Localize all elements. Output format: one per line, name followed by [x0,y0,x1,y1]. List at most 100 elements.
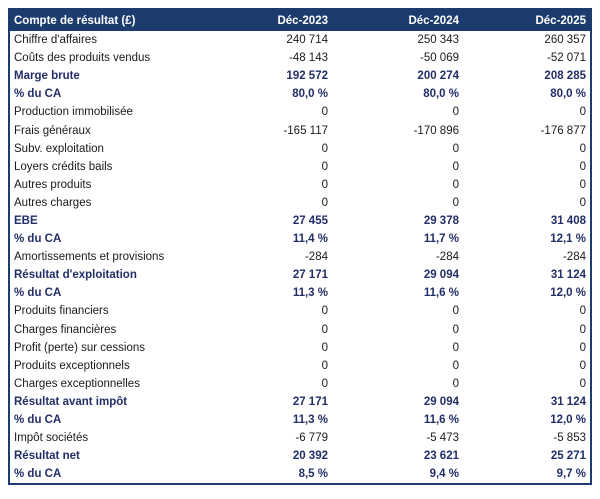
row-value-dec-2025: 12,0 % [550,287,586,300]
row-value-dec-2024: 29 094 [423,395,459,408]
row-label: Production immobilisée [14,106,133,119]
table-row: Autres charges 0 0 0 [10,193,590,212]
row-value-dec-2025: 0 [579,178,586,191]
table-row: Résultat net 20 392 23 621 25 271 [10,447,590,466]
table-row: EBE 27 455 29 378 31 408 [10,211,590,231]
row-value-dec-2025: 31 408 [550,214,586,227]
row-value-dec-2023: 80,0 % [292,88,328,101]
row-value-dec-2024: 0 [452,305,459,318]
table-row: Impôt sociétés -6 779 -5 473 -5 853 [10,429,590,448]
row-value-dec-2023: 0 [321,341,328,354]
row-value-dec-2023: 27 171 [292,395,328,408]
row-value-dec-2024: 0 [452,106,459,119]
table-row: % du CA 11,3 % 11,6 % 12,0 % [10,284,590,303]
column-header-dec-2023: Déc-2023 [277,14,328,27]
row-value-dec-2025: 0 [579,377,586,390]
row-label: Coûts des produits vendus [14,52,151,65]
row-value-dec-2024: -5 473 [426,432,459,445]
table-row: Marge brute 192 572 200 274 208 285 [10,67,590,86]
row-label: EBE [14,214,38,227]
row-value-dec-2023: 240 714 [286,34,328,47]
row-value-dec-2024: -50 069 [419,52,459,65]
row-value-dec-2025: 25 271 [550,450,586,463]
row-label: Résultat net [14,450,80,463]
row-value-dec-2024: 0 [452,178,459,191]
row-value-dec-2023: 0 [321,106,328,119]
table-header-row: Compte de résultat (£) Déc-2023 Déc-2024… [10,10,590,31]
row-value-dec-2023: -165 117 [283,124,328,137]
row-value-dec-2024: 200 274 [417,70,459,83]
row-value-dec-2025: 12,1 % [550,233,586,246]
table-row: Amortissements et provisions -284 -284 -… [10,248,590,267]
row-label: Résultat d'exploitation [14,269,137,282]
row-value-dec-2025: 0 [579,341,586,354]
row-value-dec-2025: 260 357 [544,34,586,47]
row-label: % du CA [14,233,62,246]
row-value-dec-2025: 0 [579,196,586,209]
row-label: Frais généraux [14,124,91,137]
table-row: Charges exceptionnelles 0 0 0 [10,374,590,393]
row-label: Amortissements et provisions [14,251,165,264]
row-value-dec-2025: 12,0 % [550,414,586,427]
row-value-dec-2023: 8,5 % [298,468,328,481]
row-value-dec-2024: 11,7 % [423,233,459,246]
row-value-dec-2023: -6 779 [295,432,328,445]
row-label: % du CA [14,414,62,427]
row-value-dec-2024: 11,6 % [423,414,459,427]
row-value-dec-2023: -48 143 [288,52,328,65]
row-value-dec-2024: 250 343 [417,34,459,47]
row-value-dec-2025: -176 877 [540,124,586,137]
row-value-dec-2023: 11,3 % [292,414,328,427]
row-value-dec-2023: 0 [321,359,328,372]
row-value-dec-2025: 31 124 [550,269,586,282]
row-label: % du CA [14,88,62,101]
table-row: Frais généraux -165 117 -170 896 -176 87… [10,121,590,140]
row-label: Charges financières [14,323,117,336]
table-row: Subv. exploitation 0 0 0 [10,139,590,158]
row-value-dec-2024: 80,0 % [423,88,459,101]
row-value-dec-2024: -170 896 [413,124,459,137]
row-value-dec-2023: 11,3 % [292,287,328,300]
row-value-dec-2024: -284 [435,251,459,264]
table-row: Autres produits 0 0 0 [10,175,590,194]
row-label: % du CA [14,287,62,300]
row-value-dec-2024: 0 [452,323,459,336]
table-body: Chiffre d'affaires 240 714 250 343 260 3… [10,31,590,484]
row-value-dec-2023: 0 [321,142,328,155]
row-value-dec-2024: 0 [452,196,459,209]
row-value-dec-2024: 0 [452,142,459,155]
table-row: % du CA 11,3 % 11,6 % 12,0 % [10,410,590,430]
row-value-dec-2023: 20 392 [292,450,328,463]
row-value-dec-2024: 0 [452,341,459,354]
column-header-dec-2025: Déc-2025 [535,14,586,27]
table-row: Produits financiers 0 0 0 [10,302,590,321]
row-label: Charges exceptionnelles [14,377,140,390]
row-label: Loyers crédits bails [14,160,113,173]
row-value-dec-2025: 0 [579,160,586,173]
row-value-dec-2025: 0 [579,323,586,336]
row-value-dec-2025: 0 [579,359,586,372]
row-value-dec-2025: 208 285 [544,70,586,83]
table-row: % du CA 8,5 % 9,4 % 9,7 % [10,465,590,484]
row-value-dec-2024: 9,4 % [429,468,459,481]
row-value-dec-2023: 192 572 [286,70,328,83]
row-value-dec-2023: -284 [304,251,328,264]
row-value-dec-2025: -284 [562,251,586,264]
income-statement-table: Compte de résultat (£) Déc-2023 Déc-2024… [8,8,592,486]
row-label: Autres produits [14,178,92,191]
row-label: Profit (perte) sur cessions [14,341,146,354]
row-value-dec-2023: 27 455 [292,214,328,227]
row-value-dec-2023: 0 [321,305,328,318]
column-header-dec-2024: Déc-2024 [408,14,459,27]
table-row: Chiffre d'affaires 240 714 250 343 260 3… [10,31,590,50]
row-value-dec-2023: 0 [321,196,328,209]
table-row: Loyers crédits bails 0 0 0 [10,157,590,176]
row-value-dec-2023: 0 [321,178,328,191]
row-label: Produits exceptionnels [14,359,130,372]
row-value-dec-2025: 0 [579,142,586,155]
row-value-dec-2023: 11,4 % [292,233,328,246]
row-label: % du CA [14,468,62,481]
row-label: Marge brute [14,70,80,83]
row-label: Autres charges [14,196,92,209]
